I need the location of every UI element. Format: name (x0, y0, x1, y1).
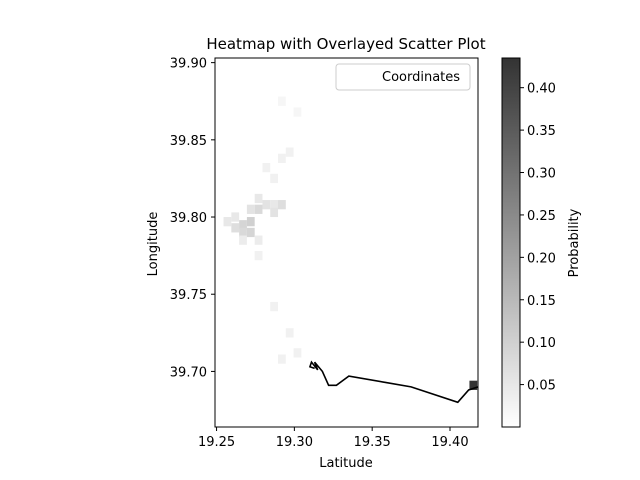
x-tick-label: 19.30 (276, 435, 313, 450)
colorbar-tick-label: 0.15 (527, 294, 556, 309)
heat-cell (254, 250, 263, 261)
heat-cell (239, 227, 247, 238)
heat-cell (285, 328, 294, 338)
x-tick-label: 19.40 (431, 435, 468, 450)
heat-cell (270, 301, 279, 312)
heat-cell (254, 193, 263, 204)
y-axis-label: Longitude (146, 212, 161, 277)
heat-cell (254, 235, 263, 245)
y-tick-label: 39.70 (170, 365, 207, 380)
heat-cell (262, 200, 271, 210)
y-tick-label: 39.80 (170, 211, 207, 226)
legend: Coordinates (335, 63, 471, 91)
heat-cell (262, 162, 271, 173)
heat-cell (469, 380, 478, 390)
y-tick-label: 39.90 (170, 57, 207, 72)
heat-cell (285, 147, 294, 157)
heat-cell (293, 348, 302, 358)
heatmap-layer (223, 96, 478, 390)
heat-cell (270, 173, 279, 184)
colorbar-tick-label: 0.20 (527, 251, 556, 266)
heat-cell (278, 153, 286, 163)
heat-cell (239, 235, 247, 245)
scatter-series-layer (308, 360, 479, 404)
y-tick-label: 39.75 (170, 288, 207, 303)
heat-cell (278, 354, 286, 364)
chart-title: Heatmap with Overlayed Scatter Plot (206, 35, 485, 53)
heat-cell (246, 204, 255, 214)
x-axis-ticks: 19.25 19.30 19.35 19.40 (198, 427, 469, 450)
heat-cell (278, 96, 286, 106)
y-tick-label: 39.85 (170, 134, 207, 149)
heat-cell (246, 217, 255, 227)
colorbar-tick-label: 0.40 (527, 82, 556, 97)
legend-entry-label: Coordinates (382, 70, 460, 85)
series-line-coordinates (308, 360, 479, 404)
colorbar-tick-label: 0.05 (527, 379, 556, 394)
colorbar (501, 57, 521, 428)
heat-cell (293, 107, 302, 117)
x-tick-label: 19.25 (198, 435, 235, 450)
heat-cell (270, 200, 279, 210)
heat-cell (239, 220, 247, 230)
heat-cell (231, 212, 240, 222)
legend-box (335, 63, 471, 91)
colorbar-ticks: 0.05 0.10 0.15 0.20 0.25 0.30 0.35 0.40 (520, 82, 556, 394)
heat-cell (223, 217, 232, 227)
heat-cell (254, 204, 263, 214)
colorbar-tick-label: 0.10 (527, 336, 556, 351)
colorbar-label: Probability (567, 208, 582, 277)
heat-cell (246, 227, 255, 238)
colorbar-tick-label: 0.35 (527, 124, 556, 139)
colorbar-tick-label: 0.30 (527, 167, 556, 182)
heat-cell (231, 223, 240, 233)
heat-cell (270, 207, 279, 218)
y-axis-ticks: 39.70 39.75 39.80 39.85 39.90 (170, 57, 215, 380)
heat-cell (278, 200, 286, 210)
colorbar-tick-label: 0.25 (527, 209, 556, 224)
plot-area-frame (214, 57, 479, 428)
x-tick-label: 19.35 (354, 435, 391, 450)
x-axis-label: Latitude (319, 456, 373, 471)
